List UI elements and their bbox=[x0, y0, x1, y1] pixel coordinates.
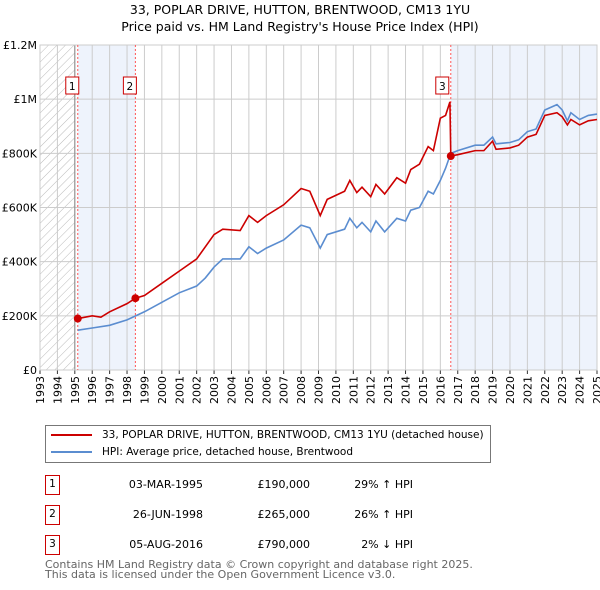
x-tick-label: 2010 bbox=[330, 376, 343, 404]
x-tick-label: 2007 bbox=[278, 376, 291, 404]
plot-border bbox=[39, 44, 598, 371]
sale-date: 26-JUN-1998 bbox=[132, 508, 203, 521]
x-tick-label: 2013 bbox=[382, 376, 395, 404]
property-price-line bbox=[77, 101, 598, 320]
legend-red-line bbox=[51, 434, 92, 436]
x-tick-label: 2014 bbox=[400, 376, 413, 404]
x-tick-label: 2006 bbox=[260, 376, 273, 404]
transaction-row: 3 05-AUG-2016 £790,000 2% ↓ HPI bbox=[45, 535, 495, 555]
y-tick-label: £200K bbox=[2, 310, 38, 323]
sale-badge-label: 3 bbox=[439, 81, 446, 93]
sale-price: £265,000 bbox=[257, 508, 311, 521]
x-tick-label: 1997 bbox=[104, 376, 117, 404]
x-tick-label: 2005 bbox=[243, 376, 256, 404]
sale-point bbox=[446, 152, 455, 161]
x-tick-label: 2020 bbox=[504, 376, 517, 404]
price-chart: 1993 1994 1995 1996 1997 1998 1999 2000 2001 2002… bbox=[2, 39, 600, 404]
x-tick-label: 2012 bbox=[365, 376, 378, 404]
sale-date: 05-AUG-2016 bbox=[129, 538, 203, 551]
licence-text: This data is licensed under the Open Gov… bbox=[45, 568, 396, 581]
x-tick-label: 2000 bbox=[156, 376, 169, 404]
sale-price: £190,000 bbox=[257, 478, 311, 491]
sale-date: 03-MAR-1995 bbox=[128, 478, 203, 491]
x-tick-label: 2024 bbox=[574, 376, 587, 404]
x-tick-label: 1995 bbox=[69, 376, 82, 404]
x-tick-label: 2001 bbox=[173, 376, 186, 404]
x-tick-label: 2023 bbox=[556, 376, 569, 404]
footer: Contains HM Land Registry data © Crown c… bbox=[45, 558, 473, 581]
x-tick-label: 2002 bbox=[191, 376, 204, 404]
x-tick-label: 2015 bbox=[417, 376, 430, 404]
x-tick-label: 2016 bbox=[434, 376, 447, 404]
x-tick-label: 2009 bbox=[313, 376, 326, 404]
x-tick-label: 2003 bbox=[208, 376, 221, 404]
x-tick-label: 1999 bbox=[138, 376, 151, 404]
transaction-row: 2 26-JUN-1998 £265,000 26% ↑ HPI bbox=[45, 505, 495, 525]
sale-point bbox=[73, 314, 82, 323]
y-tick-label: £1M bbox=[14, 93, 38, 106]
x-tick-label: 2022 bbox=[539, 376, 552, 404]
x-tick-label: 1993 bbox=[34, 376, 47, 404]
legend-blue-line bbox=[51, 451, 92, 453]
sale-badge bbox=[122, 76, 137, 95]
sale-price: £790,000 bbox=[257, 538, 311, 551]
x-tick-label: 2021 bbox=[521, 376, 534, 404]
x-tick-label: 2017 bbox=[452, 376, 465, 404]
sale-badge-label: 1 bbox=[69, 81, 76, 93]
marker-badge: 2 bbox=[45, 505, 60, 525]
y-tick-label: £400K bbox=[2, 256, 38, 269]
hpi-line bbox=[77, 103, 598, 331]
y-tick-label: £1.2M bbox=[3, 39, 37, 52]
y-tick-label: £600K bbox=[2, 202, 38, 215]
x-tick-label: 2004 bbox=[225, 376, 238, 404]
x-tick-label: 2018 bbox=[469, 376, 482, 404]
x-tick-label: 2008 bbox=[295, 376, 308, 404]
x-tick-label: 1994 bbox=[51, 376, 64, 404]
marker-badge: 1 bbox=[45, 475, 60, 495]
sale-badge bbox=[65, 76, 80, 95]
x-tick-label: 1998 bbox=[121, 376, 134, 404]
marker-badge: 3 bbox=[45, 535, 60, 555]
transaction-row: 1 03-MAR-1995 £190,000 29% ↑ HPI bbox=[45, 475, 495, 495]
hpi-diff: 2% ↓ HPI bbox=[361, 538, 413, 551]
sale-badge-label: 2 bbox=[127, 81, 134, 93]
legend-hpi: HPI: Average price, detached house, Bren… bbox=[102, 446, 353, 458]
x-tick-label: 2025 bbox=[591, 376, 600, 404]
legend-property: 33, POPLAR DRIVE, HUTTON, BRENTWOOD, CM1… bbox=[102, 429, 484, 441]
hpi-diff: 29% ↑ HPI bbox=[354, 478, 413, 491]
hpi-diff: 26% ↑ HPI bbox=[354, 508, 413, 521]
y-tick-label: £800K bbox=[2, 147, 38, 160]
x-tick-label: 2011 bbox=[347, 376, 360, 404]
sale-badge bbox=[435, 76, 450, 95]
x-tick-label: 2019 bbox=[487, 376, 500, 404]
x-tick-label: 1996 bbox=[86, 376, 99, 404]
sale-point bbox=[131, 294, 140, 303]
y-tick-label: £0 bbox=[23, 364, 37, 377]
chart-title: 33, POPLAR DRIVE, HUTTON, BRENTWOOD, CM1… bbox=[129, 2, 471, 17]
chart-subtitle: Price paid vs. HM Land Registry's House … bbox=[121, 19, 479, 34]
copyright-text: Contains HM Land Registry data © Crown c… bbox=[45, 558, 473, 571]
legend: 33, POPLAR DRIVE, HUTTON, BRENTWOOD, CM1… bbox=[45, 425, 491, 463]
